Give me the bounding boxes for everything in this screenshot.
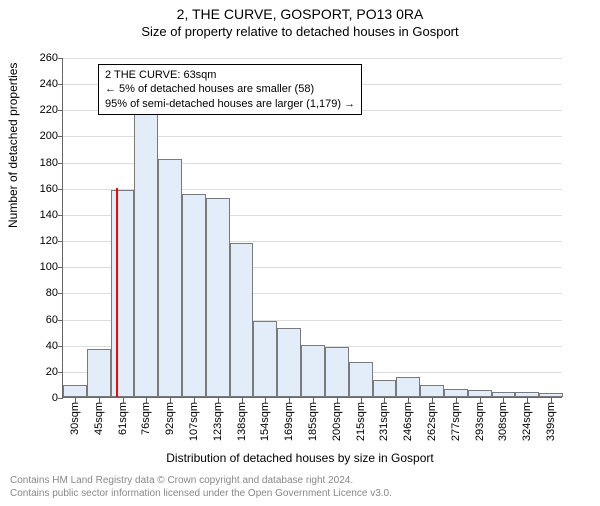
y-tick-label: 100 (28, 261, 58, 273)
y-tick-label: 260 (28, 52, 58, 64)
x-tick-label: 262sqm (426, 402, 438, 441)
chart-area: 02040608010012014016018020022024026030sq… (62, 58, 562, 398)
y-tick-label: 160 (28, 183, 58, 195)
y-tick-mark (58, 372, 63, 373)
histogram-bar (230, 243, 254, 397)
x-tick-label: 76sqm (140, 402, 152, 435)
y-tick-mark (58, 136, 63, 137)
x-tick-label: 231sqm (378, 402, 390, 441)
histogram-bar (134, 112, 158, 397)
histogram-bar (63, 385, 87, 397)
annotation-box: 2 THE CURVE: 63sqm ← 5% of detached hous… (98, 64, 362, 115)
marker-line (116, 188, 118, 397)
histogram-bar (87, 349, 111, 397)
x-tick-label: 154sqm (259, 402, 271, 441)
histogram-bar (515, 392, 539, 397)
y-tick-label: 180 (28, 157, 58, 169)
footer-line2: Contains public sector information licen… (10, 487, 392, 500)
x-tick-label: 45sqm (93, 402, 105, 435)
title-sub: Size of property relative to detached ho… (0, 24, 600, 39)
y-tick-label: 20 (28, 366, 58, 378)
y-tick-mark (58, 110, 63, 111)
y-tick-mark (58, 189, 63, 190)
y-tick-mark (58, 320, 63, 321)
x-tick-label: 308sqm (497, 402, 509, 441)
y-axis-label: Number of detached properties (6, 63, 20, 228)
x-axis-label: Distribution of detached houses by size … (0, 451, 600, 465)
y-tick-mark (58, 84, 63, 85)
histogram-bar (444, 389, 468, 397)
histogram-bar (539, 393, 563, 397)
chart-container: 2, THE CURVE, GOSPORT, PO13 0RA Size of … (0, 6, 600, 506)
y-tick-label: 120 (28, 235, 58, 247)
histogram-bar (349, 362, 373, 397)
annotation-line1: 2 THE CURVE: 63sqm (105, 68, 355, 82)
x-tick-label: 215sqm (355, 402, 367, 441)
x-tick-label: 138sqm (236, 402, 248, 441)
x-tick-label: 30sqm (69, 402, 81, 435)
x-tick-label: 107sqm (188, 402, 200, 441)
title-main: 2, THE CURVE, GOSPORT, PO13 0RA (0, 6, 600, 22)
x-tick-label: 123sqm (212, 402, 224, 441)
histogram-bar (468, 390, 492, 397)
histogram-bar (206, 198, 230, 397)
y-tick-mark (58, 267, 63, 268)
footer-line1: Contains HM Land Registry data © Crown c… (10, 474, 392, 487)
x-tick-label: 293sqm (474, 402, 486, 441)
histogram-bar (396, 377, 420, 397)
histogram-bar (277, 328, 301, 397)
histogram-bar (420, 385, 444, 397)
y-tick-mark (58, 163, 63, 164)
y-tick-mark (58, 346, 63, 347)
y-tick-mark (58, 398, 63, 399)
x-tick-label: 185sqm (307, 402, 319, 441)
histogram-bar (182, 194, 206, 397)
y-tick-label: 140 (28, 209, 58, 221)
y-tick-label: 220 (28, 104, 58, 116)
histogram-bar (253, 321, 277, 397)
histogram-bar (301, 345, 325, 397)
x-tick-label: 339sqm (545, 402, 557, 441)
histogram-bar (373, 380, 397, 397)
y-tick-mark (58, 215, 63, 216)
y-tick-label: 240 (28, 78, 58, 90)
histogram-bar (111, 190, 135, 397)
x-tick-label: 324sqm (521, 402, 533, 441)
x-tick-label: 169sqm (283, 402, 295, 441)
histogram-bar (158, 159, 182, 397)
y-tick-label: 0 (28, 392, 58, 404)
histogram-bar (492, 392, 516, 397)
y-tick-mark (58, 58, 63, 59)
x-tick-label: 61sqm (117, 402, 129, 435)
y-tick-label: 80 (28, 287, 58, 299)
x-tick-label: 246sqm (402, 402, 414, 441)
footer: Contains HM Land Registry data © Crown c… (10, 474, 392, 500)
grid-line (63, 58, 562, 59)
annotation-line3: 95% of semi-detached houses are larger (… (105, 97, 355, 111)
histogram-bar (325, 347, 349, 397)
annotation-line2: ← 5% of detached houses are smaller (58) (105, 82, 355, 96)
x-tick-label: 200sqm (331, 402, 343, 441)
y-tick-label: 40 (28, 340, 58, 352)
y-tick-label: 60 (28, 314, 58, 326)
x-tick-label: 277sqm (450, 402, 462, 441)
x-tick-label: 92sqm (164, 402, 176, 435)
y-tick-mark (58, 293, 63, 294)
y-tick-mark (58, 241, 63, 242)
y-tick-label: 200 (28, 130, 58, 142)
